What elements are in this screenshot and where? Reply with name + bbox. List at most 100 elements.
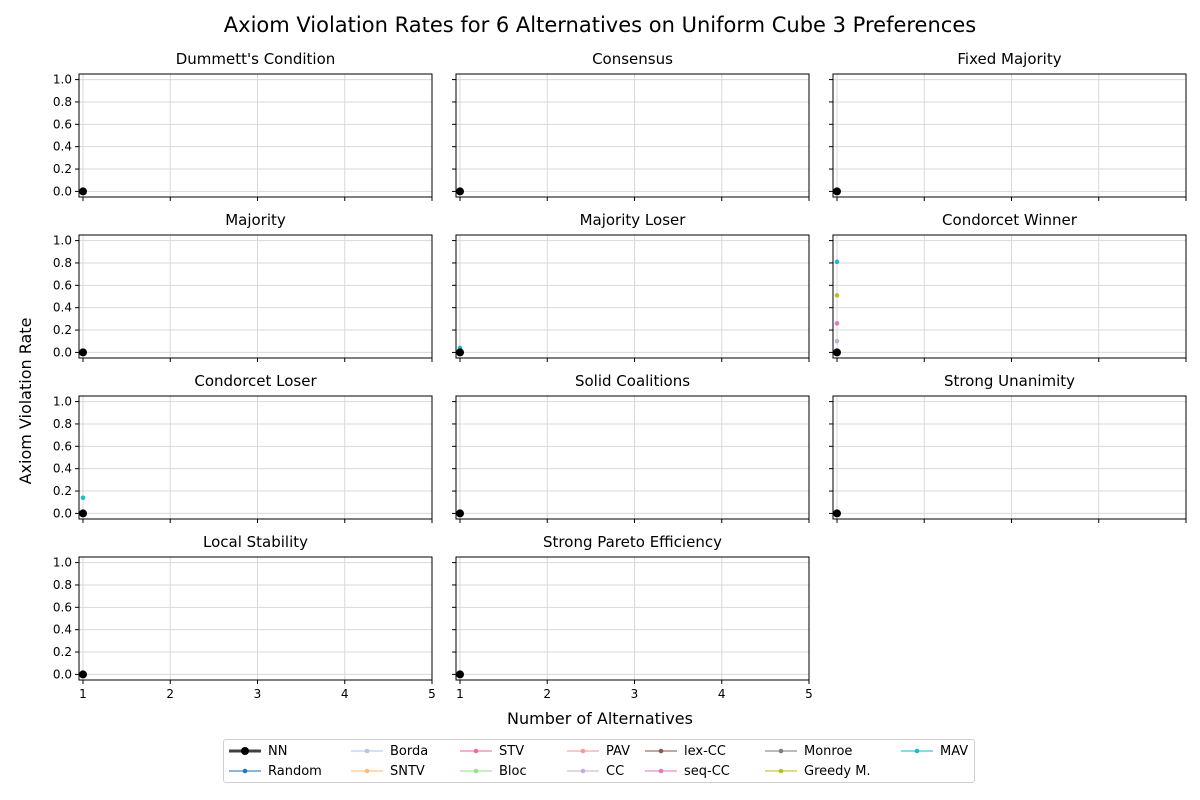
data-point-greedy-m- (834, 293, 840, 298)
y-tick-label: 1.0 (53, 73, 72, 87)
legend-marker (765, 748, 797, 754)
legend-item: PAV (566, 742, 630, 760)
legend-item: CC (566, 762, 624, 780)
y-tick-label: 0.4 (53, 623, 72, 637)
y-tick-label: 0.8 (53, 578, 72, 592)
x-tick-label: 4 (718, 687, 726, 701)
y-tick-label: 0.8 (53, 256, 72, 270)
subplot-title: Consensus (592, 50, 673, 68)
legend-marker (567, 748, 599, 754)
y-tick-label: 0.4 (53, 301, 72, 315)
plot-frame (455, 556, 810, 681)
legend-marker (460, 768, 492, 774)
x-tick-label: 2 (166, 687, 174, 701)
data-point-nn (79, 187, 87, 196)
legend-label: Bloc (499, 763, 527, 779)
x-tick-label: 1 (456, 687, 464, 701)
data-point-nn (456, 348, 464, 357)
plot-frame (455, 395, 810, 520)
data-point-mav (834, 259, 840, 265)
legend-marker (567, 768, 599, 774)
data-point-nn (456, 509, 464, 518)
subplot-panel: Strong Unanimity (829, 372, 1187, 523)
data-point-nn (456, 187, 464, 196)
x-tick-label: 1 (79, 687, 87, 701)
legend-label: MAV (940, 743, 969, 759)
y-tick-label: 1.0 (53, 395, 72, 409)
legend-label: CC (606, 763, 625, 779)
subplot-title: Majority (225, 211, 286, 229)
legend-marker (229, 747, 261, 755)
subplot-panel: Majority Loser (452, 211, 810, 362)
legend-label: seq-CC (684, 763, 730, 779)
x-tick-label: 2 (543, 687, 551, 701)
legend-item: Greedy M. (764, 762, 871, 780)
plot-frame (832, 395, 1187, 520)
y-tick-label: 0.2 (53, 645, 72, 659)
chart-title: Axiom Violation Rates for 6 Alternatives… (224, 13, 976, 37)
y-tick-label: 0.0 (53, 184, 72, 198)
data-point-cc (834, 338, 840, 344)
subplot-title: Strong Pareto Efficiency (543, 533, 722, 551)
subplot-panel: Local Stability 1 2 3 4 5 0.0 0.2 0.4 0.6 0.8 1.0 (53, 533, 436, 701)
legend-label: PAV (606, 743, 630, 759)
y-tick-label: 0.2 (53, 323, 72, 337)
legend-item: Random (228, 762, 322, 780)
subplot-panel: Condorcet Loser 0.0 0.2 0.4 0.6 0.8 1.0 (53, 372, 433, 523)
data-point-nn (833, 509, 841, 518)
y-tick-label: 0.6 (53, 117, 72, 131)
x-tick-label: 3 (631, 687, 639, 701)
subplot-grid: Dummett's Condition 0.0 0.2 0.4 0.6 0.8 1.0 Con… (53, 50, 1187, 701)
plot-frame (78, 395, 433, 520)
plot-frame (832, 234, 1187, 359)
y-tick-label: 0.6 (53, 439, 72, 453)
legend-item: Monroe (764, 742, 852, 760)
y-tick-label: 0.6 (53, 600, 72, 614)
data-point-nn (79, 509, 87, 518)
subplot-panel: Majority 0.0 0.2 0.4 0.6 0.8 1.0 (53, 211, 433, 362)
y-tick-label: 0.6 (53, 278, 72, 292)
data-point-nn (833, 348, 841, 357)
legend-item: lex-CC (644, 742, 726, 760)
legend-marker (351, 748, 383, 754)
plot-frame (832, 73, 1187, 198)
plot-frame (455, 73, 810, 198)
plot-frame (455, 234, 810, 359)
subplot-title: Fixed Majority (957, 50, 1061, 68)
legend-label: Borda (390, 743, 429, 759)
data-point-nn (456, 670, 464, 679)
data-point-nn (79, 348, 87, 357)
y-tick-label: 0.8 (53, 417, 72, 431)
y-tick-label: 1.0 (53, 234, 72, 248)
legend-label: SNTV (390, 763, 425, 779)
subplot-panel: Strong Pareto Efficiency 1 2 3 4 5 (452, 533, 813, 701)
subplot-title: Strong Unanimity (944, 372, 1075, 390)
legend-item: seq-CC (644, 762, 730, 780)
legend-label: lex-CC (684, 743, 726, 759)
x-tick-label: 5 (805, 687, 813, 701)
plot-frame (78, 73, 433, 198)
y-tick-label: 0.0 (53, 667, 72, 681)
plot-frame (78, 234, 433, 359)
legend: NN Random Borda SNTV STV Bloc PAV CC lex-CC seq-C… (223, 739, 975, 783)
y-tick-label: 0.8 (53, 95, 72, 109)
subplot-title: Solid Coalitions (575, 372, 690, 390)
y-axis-label: Axiom Violation Rate (16, 318, 35, 485)
legend-item: Bloc (459, 762, 527, 780)
data-point-seq-cc (834, 321, 840, 326)
legend-item: NN (228, 742, 287, 760)
subplot-title: Condorcet Winner (942, 211, 1078, 229)
subplot-title: Local Stability (203, 533, 308, 551)
subplot-title: Dummett's Condition (176, 50, 336, 68)
subplot-panel: Consensus (452, 50, 810, 201)
legend-marker (901, 748, 933, 754)
legend-label: STV (499, 743, 525, 759)
legend-label: NN (268, 743, 288, 759)
x-axis-label: Number of Alternatives (507, 709, 693, 728)
subplot-panel: Dummett's Condition 0.0 0.2 0.4 0.6 0.8 1.0 (53, 50, 433, 201)
y-tick-label: 0.0 (53, 345, 72, 359)
legend-marker (645, 768, 677, 774)
x-tick-label: 3 (254, 687, 262, 701)
y-tick-label: 1.0 (53, 556, 72, 570)
